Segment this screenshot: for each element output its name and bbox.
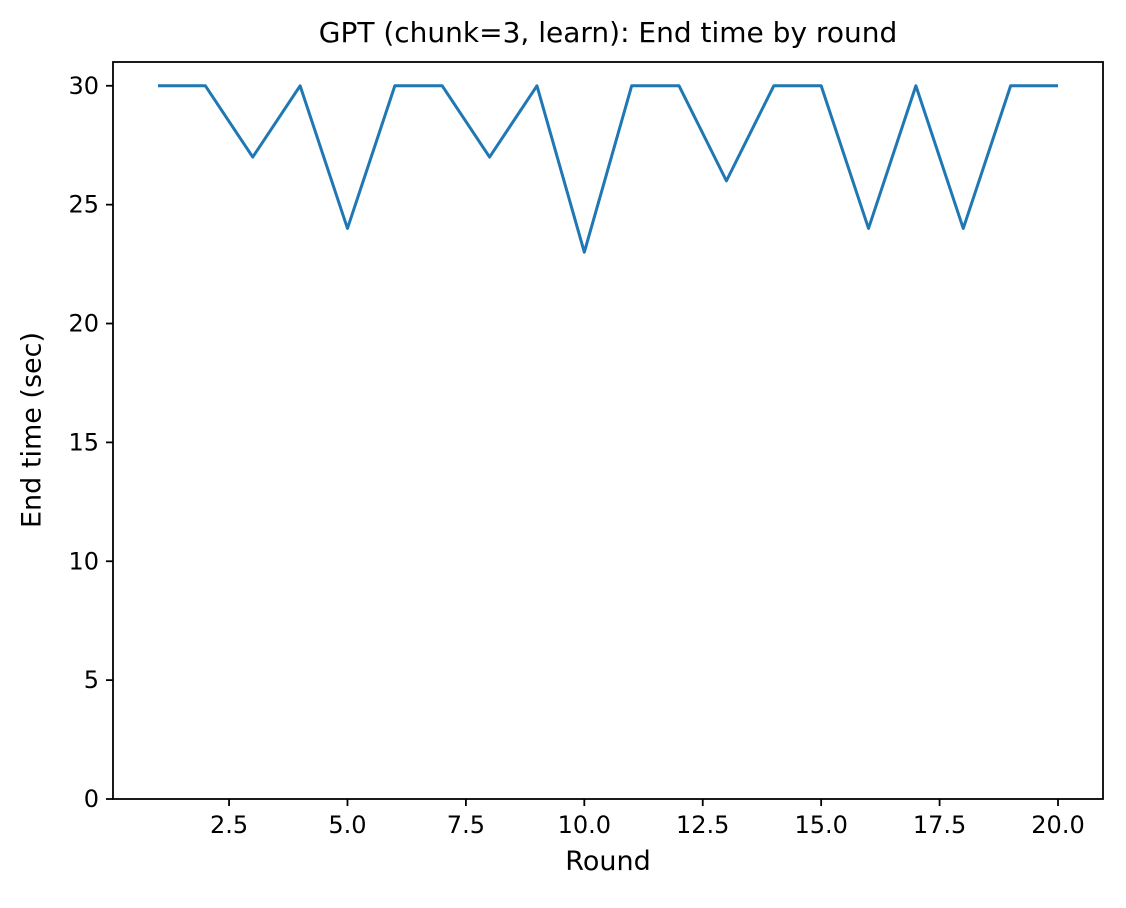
y-tick-label: 10 xyxy=(68,547,99,575)
x-tick-label: 2.5 xyxy=(210,811,248,839)
y-tick-label: 15 xyxy=(68,428,99,456)
y-tick-label: 0 xyxy=(84,785,99,813)
axes-spines xyxy=(112,61,1104,800)
x-tick-label: 17.5 xyxy=(913,811,966,839)
y-tick-label: 25 xyxy=(68,191,99,219)
line-series xyxy=(158,84,1058,254)
x-tick-label: 7.5 xyxy=(447,811,485,839)
x-tick-label: 15.0 xyxy=(794,811,847,839)
x-tick-label: 20.0 xyxy=(1031,811,1084,839)
x-axis-label: Round xyxy=(565,846,651,877)
x-tick-label: 12.5 xyxy=(676,811,729,839)
x-tick-label: 10.0 xyxy=(558,811,611,839)
y-tick-label: 20 xyxy=(68,310,99,338)
chart-title: GPT (chunk=3, learn): End time by round xyxy=(318,16,898,49)
x-tick-label: 5.0 xyxy=(328,811,366,839)
y-tick-label: 30 xyxy=(68,72,99,100)
y-tick-label: 5 xyxy=(84,666,99,694)
